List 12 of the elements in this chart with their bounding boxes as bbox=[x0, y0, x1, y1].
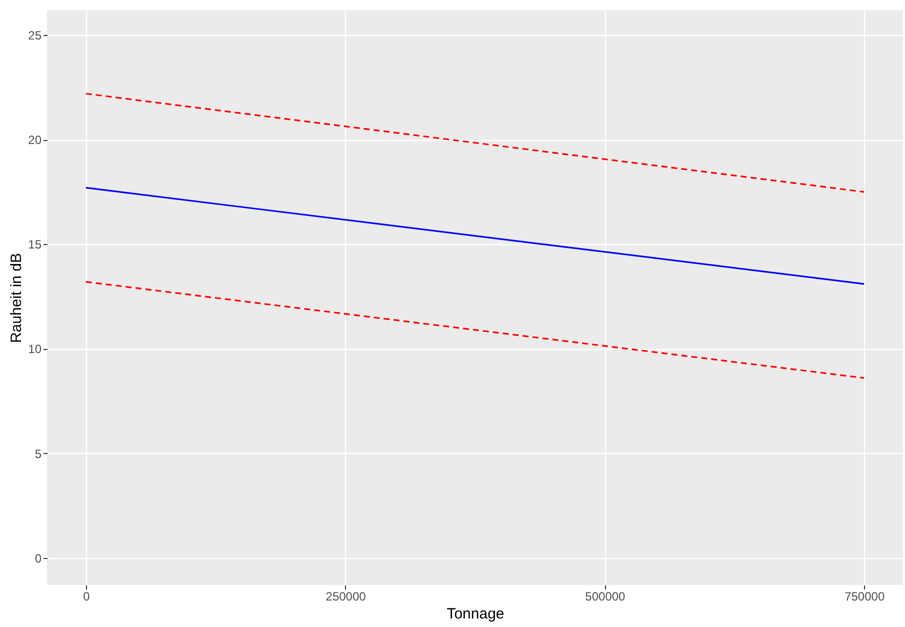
y-tick-label: 5 bbox=[34, 446, 42, 461]
x-tick-label: 500000 bbox=[585, 590, 626, 604]
y-tick-label: 0 bbox=[34, 551, 42, 566]
y-tick-label: 15 bbox=[28, 238, 42, 252]
y-tick-label: 10 bbox=[28, 342, 42, 356]
y-axis-title: Rauheit in dB bbox=[8, 252, 26, 344]
x-tick-label: 0 bbox=[83, 590, 90, 604]
x-tick-label: 250000 bbox=[326, 590, 366, 604]
x-axis-title: Tonnage bbox=[446, 606, 504, 622]
y-tick-label: 20 bbox=[28, 133, 42, 148]
y-tick-label: 25 bbox=[28, 28, 42, 43]
x-tick-label: 750000 bbox=[844, 590, 885, 604]
